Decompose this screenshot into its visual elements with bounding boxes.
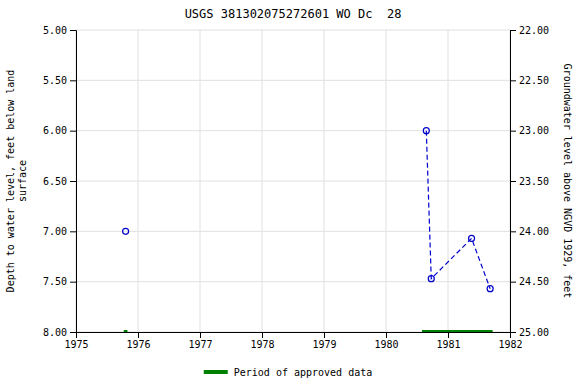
tick-label: 6.50 (43, 176, 67, 187)
x-axis: 1975 1976 1977 1978 1979 1980 1981 1982 (64, 332, 522, 350)
tick-label: 24.50 (519, 276, 549, 287)
tick-mark (200, 332, 201, 338)
point (487, 286, 493, 292)
tick-label: 7.50 (43, 276, 67, 287)
tick: 22.00 (510, 25, 549, 36)
point (469, 235, 475, 241)
axis-line (70, 31, 77, 333)
tick-mark (70, 30, 76, 31)
tick-label: 1981 (436, 339, 460, 350)
tick-label: 1980 (374, 339, 398, 350)
tick-mark (70, 80, 76, 81)
marks (123, 128, 494, 332)
tick-mark (510, 282, 516, 283)
tick: 22.50 (510, 75, 549, 86)
grid-line (76, 130, 510, 131)
tick-mark (510, 80, 516, 81)
tick-label: 1979 (312, 339, 336, 350)
tick: 1976 (126, 332, 150, 350)
tick-label: 24.00 (519, 226, 549, 237)
tick: 1981 (436, 332, 460, 350)
tick-mark (262, 332, 263, 338)
tick: 6.00 (43, 125, 76, 136)
tick: 5.50 (43, 75, 76, 86)
tick: 24.50 (510, 276, 549, 287)
legend-label: Period of approved data (234, 367, 372, 378)
legend-item: Period of approved data (204, 367, 372, 378)
legend: Period of approved data (204, 367, 372, 378)
tick-label: 1975 (64, 339, 88, 350)
grid (76, 30, 510, 332)
grid-line (76, 281, 510, 282)
tick-label: 25.00 (519, 327, 549, 338)
grid-line (76, 181, 510, 182)
tick: 7.50 (43, 276, 76, 287)
tick: 23.00 (510, 125, 549, 136)
tick: 8.00 (43, 327, 76, 338)
series-line (124, 330, 493, 332)
series-line (426, 131, 490, 289)
tick: 1977 (188, 332, 212, 350)
tick-label: 6.00 (43, 125, 67, 136)
tick: 1978 (250, 332, 274, 350)
y-axis-title-line: surface (17, 160, 28, 202)
tick-mark (324, 332, 325, 338)
grid-line (76, 231, 510, 232)
legend-swatch (204, 370, 228, 374)
tick: 6.50 (43, 176, 76, 187)
tick-mark (510, 181, 516, 182)
title: USGS 381302075272601 WO Dc 28 (185, 7, 402, 21)
tick: 7.00 (43, 226, 76, 237)
chart: 1975 1976 1977 1978 1979 1980 1981 1982 5.00 5.50… (0, 0, 576, 384)
point (123, 228, 129, 234)
tick: 23.50 (510, 176, 549, 187)
tick-mark (70, 282, 76, 283)
tick-label: 23.00 (519, 125, 549, 136)
tick: 1979 (312, 332, 336, 350)
grid-line (76, 30, 510, 31)
tick: 25.00 (510, 327, 549, 338)
tick: 5.00 (43, 25, 76, 36)
tick-label: 8.00 (43, 327, 67, 338)
tick: 1980 (374, 332, 398, 350)
tick-mark (70, 332, 76, 333)
tick-mark (510, 131, 516, 132)
tick-mark (70, 181, 76, 182)
tick-mark (510, 231, 516, 232)
tick-mark (386, 332, 387, 338)
tick-label: 1982 (498, 339, 522, 350)
tick-mark (138, 332, 139, 338)
tick-label: 22.50 (519, 75, 549, 86)
plot: 1975 1976 1977 1978 1979 1980 1981 1982 5.00 5.50… (43, 25, 549, 350)
tick-mark (448, 332, 449, 338)
tick-label: 5.50 (43, 75, 67, 86)
tick-mark (510, 30, 516, 31)
y-axis: 5.00 5.50 6.00 6.50 7.00 7.50 8.00 (43, 25, 77, 338)
tick-label: 7.00 (43, 226, 67, 237)
y2-axis-title: Groundwater level above NGVD 1929, feet (562, 64, 573, 299)
y-axis-title: Depth to water level, feet below landsur… (5, 70, 28, 293)
axis-line (511, 31, 517, 333)
tick-mark (70, 131, 76, 132)
tick-label: 1978 (250, 339, 274, 350)
y2-axis: 22.00 22.50 23.00 23.50 24.00 24.50 25.00 (510, 25, 549, 338)
y-axis-title-line: Depth to water level, feet below land (5, 70, 16, 293)
tick: 1975 (64, 332, 88, 350)
tick-label: 1976 (126, 339, 150, 350)
tick-label: 1977 (188, 339, 212, 350)
tick-label: 5.00 (43, 25, 67, 36)
point (423, 128, 429, 134)
tick-mark (510, 332, 516, 333)
point (428, 276, 434, 282)
tick: 24.00 (510, 226, 549, 237)
tick-label: 23.50 (519, 176, 549, 187)
axis-line (77, 333, 511, 339)
grid-line (76, 80, 510, 81)
tick-label: 22.00 (519, 25, 549, 36)
tick-mark (70, 231, 76, 232)
